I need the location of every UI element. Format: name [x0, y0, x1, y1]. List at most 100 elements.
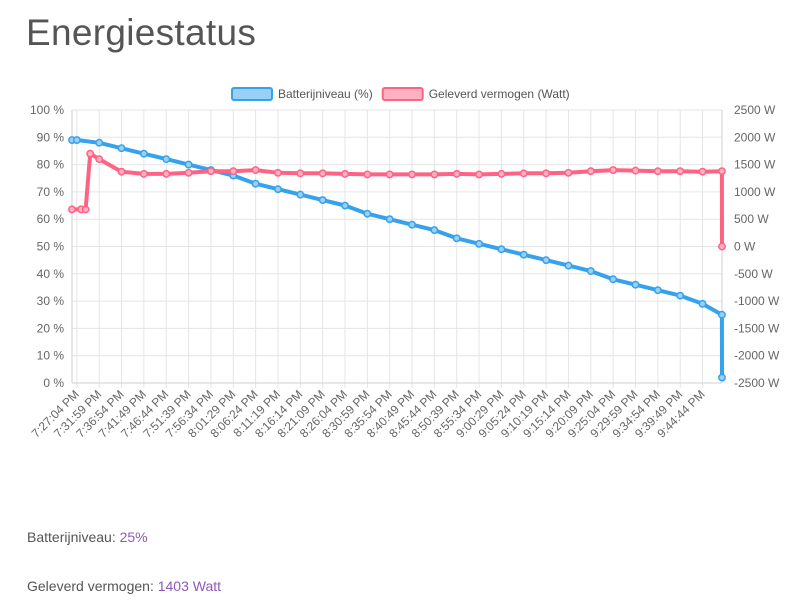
data-point [631, 280, 640, 289]
legend-item[interactable]: Geleverd vermogen (Watt) [381, 87, 570, 101]
x-axis: 7:27:04 PM7:31:59 PM7:36:54 PM7:41:49 PM… [29, 387, 708, 440]
data-point [68, 205, 76, 214]
y-right-tick-label: -2000 W [734, 349, 780, 363]
legend-label: Batterijniveau (%) [278, 87, 373, 101]
data-point [81, 205, 90, 214]
y-right-tick-label: 2500 W [734, 103, 776, 117]
data-point [184, 160, 193, 169]
y-right-tick-label: -2500 W [734, 376, 780, 390]
y-left-tick-label: 40 % [37, 267, 65, 281]
page-title: Energiestatus [26, 12, 257, 53]
battery-level-stat: Batterijniveau: 25% [27, 529, 148, 545]
y-left-tick-label: 10 % [37, 349, 65, 363]
y-left-tick-label: 50 % [37, 240, 65, 254]
data-point [452, 169, 461, 178]
data-point [318, 196, 327, 205]
y-right-tick-label: 500 W [734, 212, 769, 226]
data-point [519, 169, 528, 178]
data-point [95, 138, 104, 147]
y-right-tick-label: 2000 W [734, 130, 776, 144]
data-point [564, 261, 573, 270]
data-point [586, 167, 595, 176]
data-point [274, 185, 282, 194]
data-point [497, 169, 506, 178]
data-point [519, 250, 528, 259]
y-left-tick-label: 70 % [37, 185, 65, 199]
data-point [676, 291, 685, 300]
data-point [698, 167, 707, 176]
data-point [385, 215, 394, 224]
legend-swatch [231, 87, 273, 101]
y-right-tick-label: 1000 W [734, 185, 776, 199]
chart-grid [71, 109, 723, 388]
data-point [117, 144, 126, 153]
data-point [408, 170, 416, 179]
y-axis-left: 0 % 10 % 20 % 30 % 40 % 50 % 60 % 70 % 80 % 90 % 1… [30, 103, 64, 390]
battery-level-label: Batterijniveau: [27, 529, 116, 545]
data-point [162, 169, 171, 178]
data-point [206, 167, 215, 176]
data-point [698, 299, 707, 308]
data-point [631, 166, 640, 175]
data-point [162, 155, 171, 164]
legend-swatch [381, 87, 424, 101]
data-point [452, 234, 461, 243]
y-left-tick-label: 90 % [37, 130, 65, 144]
data-point [676, 167, 685, 176]
data-point [718, 242, 726, 251]
delivered-power-stat: Geleverd vermogen: 1403 Watt [27, 578, 221, 594]
data-point [318, 169, 327, 178]
data-point [542, 256, 551, 265]
y-left-tick-label: 60 % [37, 212, 65, 226]
data-point [363, 209, 372, 218]
y-left-tick-label: 30 % [37, 294, 65, 308]
energy-chart: 0 % 10 % 20 % 30 % 40 % 50 % 60 % 70 % 80 % 90 % 1… [29, 87, 780, 441]
data-point [341, 169, 349, 178]
data-point [430, 226, 439, 235]
data-point [229, 167, 238, 176]
y-right-tick-label: -500 W [734, 267, 773, 281]
delivered-power-value: 1403 Watt [157, 578, 222, 594]
data-point [586, 267, 595, 276]
legend-item[interactable]: Batterijniveau (%) [231, 87, 373, 101]
data-point [139, 169, 148, 178]
data-point [86, 149, 95, 158]
y-left-tick-label: 0 % [43, 376, 64, 390]
data-point [609, 275, 618, 284]
data-point [296, 169, 305, 178]
y-right-tick-label: -1500 W [734, 321, 780, 335]
y-left-tick-label: 20 % [37, 321, 65, 335]
data-point [274, 168, 282, 177]
data-point [296, 190, 305, 199]
data-point [609, 166, 618, 175]
data-point [718, 373, 726, 382]
y-right-tick-label: 0 W [734, 240, 756, 254]
data-point [72, 136, 81, 144]
data-point [117, 167, 126, 176]
data-point [139, 149, 148, 158]
data-point [564, 168, 573, 177]
data-point [497, 245, 506, 254]
delivered-power-label: Geleverd vermogen: [27, 578, 154, 594]
data-point [95, 155, 104, 164]
y-right-tick-label: -1000 W [734, 294, 780, 308]
data-point [653, 286, 662, 295]
data-point [363, 170, 372, 179]
data-point [475, 239, 484, 248]
data-point [717, 310, 726, 319]
battery-level-value: 25% [119, 529, 148, 545]
y-axis-right: -2500 W -2000 W -1500 W -1000 W -500 W 0 W 500… [734, 103, 780, 390]
data-point [251, 166, 260, 175]
chart-legend: Batterijniveau (%) Geleverd vermogen (Wat… [231, 87, 570, 101]
chart-series-points [68, 136, 726, 382]
legend-label: Geleverd vermogen (Watt) [429, 87, 570, 101]
y-right-tick-label: 1500 W [734, 158, 776, 172]
data-point [653, 167, 662, 176]
y-left-tick-label: 80 % [37, 158, 65, 172]
data-point [184, 168, 193, 177]
data-point [408, 220, 416, 229]
data-point [717, 167, 726, 176]
data-point [475, 170, 484, 179]
data-point [251, 179, 260, 188]
series-line [72, 151, 724, 247]
